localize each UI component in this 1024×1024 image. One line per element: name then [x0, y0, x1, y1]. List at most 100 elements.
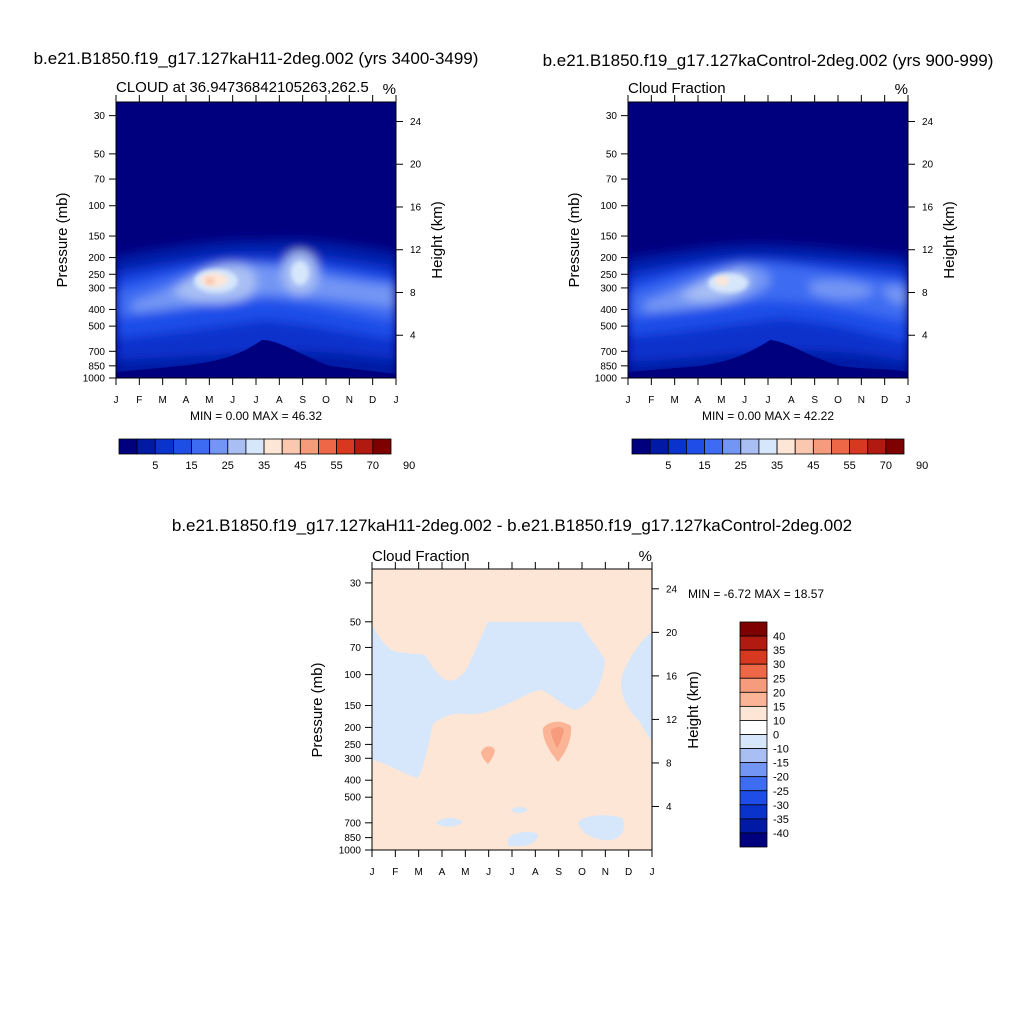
panel-2-colorbar-box	[867, 438, 887, 455]
panel-1-colorbar-box	[227, 438, 247, 455]
panel-2-ytick-right-label: 12	[922, 245, 934, 256]
panel-1-colorbar-box	[172, 438, 192, 455]
panel-1-xtick-label: F	[136, 395, 142, 406]
panel-2-xtick-label: F	[648, 395, 654, 406]
panel-1-colorbar-label: 25	[222, 460, 234, 472]
panel-2-colorbar-label: 5	[665, 460, 671, 472]
panel-1-subtitle: CLOUD at 36.94736842105263,262.5	[116, 79, 369, 96]
panel-3-colorbar-box	[739, 790, 768, 806]
panel-2-xtick-label: S	[811, 395, 818, 406]
panel-3-colorbar-box	[739, 762, 768, 778]
panel-3-colorbar-label: 10	[773, 715, 785, 727]
panel-1-ytick-label: 200	[88, 253, 105, 264]
panel-2-minmax: MIN = 0.00 MAX = 42.22	[702, 409, 834, 423]
panel-2-colorbar-box	[831, 438, 851, 455]
panel-1-ylabel-right: Height (km)	[429, 201, 446, 279]
panel-3-ytick-label: 150	[344, 701, 361, 712]
panel-2-colorbar-box	[794, 438, 814, 455]
panel-3-colorbar-box	[739, 720, 768, 735]
panel-3-colorbar-label: -40	[773, 828, 789, 840]
panel-1-colorbar-box	[136, 438, 156, 455]
panel-2-xtick-label: J	[766, 395, 771, 406]
panel-1-colorbar-label: 70	[367, 460, 379, 472]
panel-3-ytick-label: 700	[344, 818, 361, 829]
panel-1-colorbar-box	[191, 438, 211, 455]
panel-3-ytick-label: 850	[344, 833, 361, 844]
panel-2-ytick-label: 70	[606, 175, 618, 186]
panel-2-ytick-label: 500	[600, 322, 617, 333]
panel-3-ytick-label: 500	[344, 793, 361, 804]
panel-1-xtick-label: J	[230, 395, 235, 406]
panel-3-xtick-label: A	[439, 867, 446, 878]
panel-1-ytick-label: 70	[94, 175, 106, 186]
panel-3-ytick-label: 70	[350, 643, 362, 654]
panel-3-ylabel-right: Height (km)	[685, 671, 702, 749]
panel-1-ytick-label: 300	[88, 283, 105, 294]
panel-2-colorbar-label: 55	[843, 460, 855, 472]
panel-3-ytick-right-label: 20	[666, 628, 678, 639]
panel-1-xtick-label: N	[346, 395, 353, 406]
panel-2-xtick-label: M	[717, 395, 725, 406]
panel-2-ytick-label: 700	[600, 347, 617, 358]
panel-3-ylabel: Pressure (mb)	[309, 662, 326, 757]
panel-3-xtick-label: S	[555, 867, 562, 878]
panel-1-ytick-right-label: 12	[410, 245, 422, 256]
panel-3-xtick-label: J	[370, 867, 375, 878]
panel-2-ytick-label: 30	[606, 111, 618, 122]
panel-3-colorbar-box	[739, 635, 768, 651]
panel-2-colorbar-box	[849, 438, 869, 455]
panel-2-xtick-label: N	[858, 395, 865, 406]
panel-1-colorbar-box	[154, 438, 174, 455]
panel-3-colorbar-box	[739, 832, 768, 848]
panel-2-ytick-right-label: 20	[922, 160, 934, 171]
panel-1-xtick-label: J	[394, 395, 399, 406]
panel-3-colorbar-label: 40	[773, 631, 785, 643]
panel-1-ytick-right-label: 8	[410, 288, 416, 299]
panel-2-ytick-label: 250	[600, 270, 617, 281]
panel-2-ytick-label: 400	[600, 305, 617, 316]
panel-1-ytick-right-label: 24	[410, 117, 422, 128]
panel-3-ytick-right-label: 8	[666, 758, 672, 769]
panel-1-xtick-label: S	[299, 395, 306, 406]
panel-3-minmax: MIN = -6.72 MAX = 18.57	[688, 587, 824, 601]
panel-2-colorbar-box	[667, 438, 687, 455]
panel-3-ytick-label: 100	[344, 670, 361, 681]
panel-2-xtick-label: D	[881, 395, 888, 406]
panel-1-xtick-label: A	[183, 395, 190, 406]
panel-3-ytick-right-label: 4	[666, 802, 672, 813]
panel-2-ytick-label: 100	[600, 201, 617, 212]
panel-3-colorbar-label: 30	[773, 659, 785, 671]
panel-3-subtitle: Cloud Fraction	[372, 548, 470, 565]
panel-3-colorbar-label: 20	[773, 687, 785, 699]
panel-3-colorbar-box	[739, 663, 768, 679]
panel-1-ytick-label: 150	[88, 232, 105, 243]
panel-3-colorbar-label: -15	[773, 758, 789, 770]
panel-1-colorbar-label: 15	[185, 460, 197, 472]
panel-3-ytick-label: 250	[344, 740, 361, 751]
panel-3-xtick-label: N	[602, 867, 609, 878]
panel-1-ylabel: Pressure (mb)	[54, 192, 71, 287]
panel-3-colorbar-box	[739, 734, 768, 749]
panel-2-colorbar-box	[758, 438, 778, 455]
panel-2-right-axis: 4 8 12 16 20 24	[908, 117, 934, 342]
panel-1-ytick-label: 100	[88, 201, 105, 212]
panel-3-ytick-label: 300	[344, 754, 361, 765]
panel-1-contour-field	[116, 102, 396, 378]
panel-1-colorbar-box	[118, 438, 138, 455]
panel-3: b.e21.B1850.f19_g17.127kaH11-2deg.002 - …	[172, 516, 852, 878]
panel-1-ytick-label: 50	[94, 149, 106, 160]
panel-2-colorbar-box	[885, 438, 905, 455]
panel-2-ylabel-right: Height (km)	[941, 201, 958, 279]
panel-1-colorbar-box	[263, 438, 283, 455]
panel-1-ytick-label: 1000	[83, 374, 106, 385]
panel-1-ytick-right-label: 4	[410, 331, 416, 342]
panel-2-colorbar-box	[686, 438, 705, 455]
panel-3-colorbar: 40 35 30 25 20 15 10 0 -10 -15 -20 -25 -30 -35 -40	[739, 621, 789, 848]
panel-1-xtick-label: A	[276, 395, 283, 406]
panel-2-colorbar-label: 45	[807, 460, 819, 472]
panel-1-right-axis: 4 8 12 16 20 24	[396, 117, 422, 342]
panel-2-ytick-label: 200	[600, 253, 617, 264]
panel-1-xtick-label: J	[254, 395, 259, 406]
